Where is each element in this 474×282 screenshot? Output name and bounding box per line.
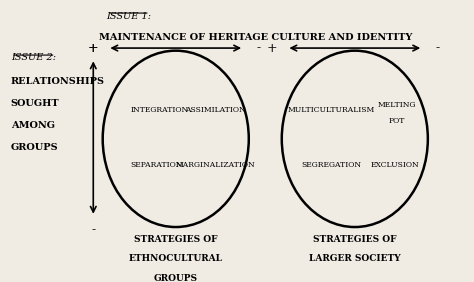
Text: EXCLUSION: EXCLUSION: [371, 161, 419, 169]
Text: GROUPS: GROUPS: [154, 274, 198, 282]
Text: STRATEGIES OF: STRATEGIES OF: [313, 235, 397, 244]
Text: LARGER SOCIETY: LARGER SOCIETY: [309, 254, 401, 263]
Text: +: +: [267, 41, 278, 55]
Text: MELTING: MELTING: [378, 101, 417, 109]
Text: MULTICULTURALISM: MULTICULTURALISM: [288, 106, 375, 114]
Text: -: -: [91, 223, 95, 236]
Text: SEPARATION: SEPARATION: [131, 161, 183, 169]
Text: POT: POT: [389, 117, 405, 125]
Text: AMONG: AMONG: [11, 121, 55, 130]
Text: ISSUE 1:: ISSUE 1:: [106, 12, 151, 21]
Text: -: -: [435, 41, 439, 55]
Text: ETHNOCULTURAL: ETHNOCULTURAL: [129, 254, 223, 263]
Text: INTEGRATION: INTEGRATION: [130, 106, 188, 114]
Text: ASSIMILATION: ASSIMILATION: [185, 106, 246, 114]
Text: STRATEGIES OF: STRATEGIES OF: [134, 235, 218, 244]
Text: -: -: [256, 41, 260, 55]
Text: ISSUE 2:: ISSUE 2:: [11, 53, 56, 62]
Text: SOUGHT: SOUGHT: [11, 99, 59, 108]
Text: +: +: [88, 41, 99, 55]
Text: +: +: [88, 41, 99, 55]
Text: MAINTENANCE OF HERITAGE CULTURE AND IDENTITY: MAINTENANCE OF HERITAGE CULTURE AND IDEN…: [99, 32, 412, 41]
Text: MARGINALIZATION: MARGINALIZATION: [176, 161, 255, 169]
Text: GROUPS: GROUPS: [11, 143, 58, 152]
Text: SEGREGATION: SEGREGATION: [301, 161, 361, 169]
Text: RELATIONSHIPS: RELATIONSHIPS: [11, 77, 105, 86]
